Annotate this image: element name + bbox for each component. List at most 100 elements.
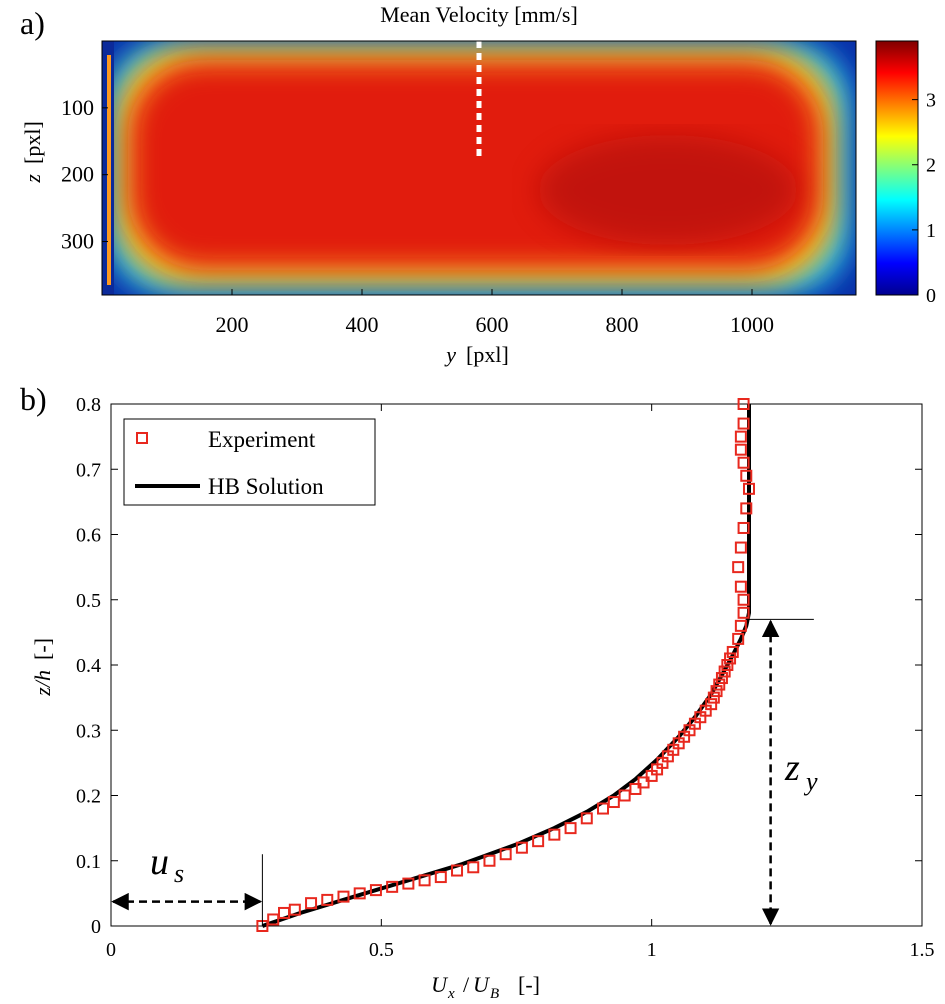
experiment-point-9 xyxy=(386,880,399,893)
experiment-point-43 xyxy=(718,665,731,678)
legend: Experiment HB Solution xyxy=(123,418,376,506)
experiment-point-6 xyxy=(337,890,350,903)
experiment-point-47 xyxy=(732,632,745,645)
prof-ytick-label-0: 0 xyxy=(91,916,101,938)
profile-annotations: u s z y xyxy=(111,618,818,926)
experiment-point-46 xyxy=(726,645,739,658)
heat-xtick-label-3: 800 xyxy=(606,312,639,337)
experiment-point-53 xyxy=(734,541,747,554)
experiment-point-51 xyxy=(734,580,747,593)
legend-box xyxy=(123,418,376,506)
experiment-point-45 xyxy=(724,652,737,665)
prof-xtick-label-2: 1 xyxy=(647,939,657,961)
experiment-point-48 xyxy=(734,619,747,632)
experiment-point-41 xyxy=(713,678,726,691)
experiment-series xyxy=(256,398,755,932)
colorbar-tick-label-3: 3 xyxy=(926,90,936,112)
heat-ytick-label-0: 100 xyxy=(61,95,94,120)
experiment-point-26 xyxy=(637,776,650,789)
profile-axes: 0 0.5 1 1.5 0 0.1 0.2 0.3 0.4 0.5 0.6 0.7 0.8 xyxy=(76,394,935,961)
experiment-point-3 xyxy=(288,903,301,916)
panel-b-label: b) xyxy=(20,381,47,417)
colorbar-ticks: 0 1 2 3 xyxy=(912,90,936,307)
prof-ytick-label-4: 0.4 xyxy=(76,655,101,677)
us-label-sub: s xyxy=(174,859,184,888)
experiment-point-10 xyxy=(402,877,415,890)
experiment-point-15 xyxy=(483,854,496,867)
panel-a-title: Mean Velocity [mm/s] xyxy=(380,2,578,27)
heatmap-left-artifact xyxy=(107,55,111,285)
profile-xlabel-num: U xyxy=(431,972,449,997)
us-label: u xyxy=(150,841,169,883)
profile-xlabel: U x / U B [-] xyxy=(431,972,540,1002)
profile-xlabel-den: U xyxy=(473,972,491,997)
experiment-point-60 xyxy=(734,430,747,443)
prof-xtick-label-3: 1.5 xyxy=(910,939,935,961)
profile-xlabel-den-sub: B xyxy=(490,986,499,1002)
experiment-point-25 xyxy=(629,782,642,795)
profile-xlabel-slash: / xyxy=(463,972,470,997)
experiment-point-58 xyxy=(737,456,750,469)
prof-ytick-label-1: 0.1 xyxy=(76,851,101,873)
experiment-point-62 xyxy=(737,398,750,410)
colorbar-tick-label-1: 1 xyxy=(926,220,936,242)
profile-xlabel-num-sub: x xyxy=(447,986,455,1002)
prof-ytick-label-3: 0.3 xyxy=(76,720,101,742)
experiment-point-56 xyxy=(742,482,755,495)
experiment-point-61 xyxy=(737,417,750,430)
experiment-point-7 xyxy=(353,887,366,900)
heatmap-ylabel-unit: [pxl] xyxy=(20,121,45,164)
heat-xtick-label-0: 200 xyxy=(216,312,249,337)
profile-xlabel-unit: [-] xyxy=(518,972,540,997)
experiment-point-19 xyxy=(548,828,561,841)
heatmap-ylabel: z [pxl] xyxy=(20,121,45,183)
experiment-point-44 xyxy=(721,659,734,671)
prof-ytick-label-2: 0.2 xyxy=(76,786,101,808)
profile-ylabel-unit: [-] xyxy=(30,638,55,660)
heatmap-xlabel-unit: [pxl] xyxy=(466,342,509,367)
prof-ytick-label-8: 0.8 xyxy=(76,394,101,416)
heatmap-maximum xyxy=(538,135,798,245)
experiment-point-40 xyxy=(710,685,723,698)
heat-ytick-label-1: 200 xyxy=(61,162,94,187)
panel-a-label: a) xyxy=(20,5,45,41)
heatmap-frame xyxy=(101,40,857,296)
experiment-point-23 xyxy=(607,796,620,809)
legend-experiment-label: Experiment xyxy=(208,427,316,452)
heat-xtick-label-2: 600 xyxy=(476,312,509,337)
experiment-point-49 xyxy=(737,606,750,619)
profile-ylabel: z/h [-] xyxy=(30,638,55,697)
experiment-point-24 xyxy=(618,789,631,802)
heat-xtick-label-4: 1000 xyxy=(730,312,774,337)
experiment-point-18 xyxy=(532,835,545,848)
prof-ytick-label-6: 0.6 xyxy=(76,525,101,547)
colorbar-tick-label-2: 2 xyxy=(926,155,936,177)
experiment-point-42 xyxy=(715,672,728,685)
heatmap-ylabel-var: z xyxy=(20,174,45,184)
experiment-point-54 xyxy=(737,521,750,534)
experiment-point-55 xyxy=(740,502,753,515)
heatmap-axes: 200 400 600 800 1000 100 200 300 xyxy=(61,95,774,337)
profile-ylabel-var: z/h xyxy=(30,670,55,697)
prof-ytick-label-7: 0.7 xyxy=(76,459,101,481)
legend-experiment-marker xyxy=(136,432,148,444)
experiment-point-21 xyxy=(580,812,593,825)
experiment-point-14 xyxy=(467,861,480,874)
experiment-point-39 xyxy=(707,691,720,704)
experiment-point-20 xyxy=(564,822,577,835)
experiment-point-17 xyxy=(515,841,528,854)
experiment-point-59 xyxy=(734,443,747,456)
experiment-point-22 xyxy=(597,802,610,815)
experiment-point-50 xyxy=(737,593,750,606)
experiment-point-11 xyxy=(418,874,431,887)
colorbar-tick-label-0: 0 xyxy=(926,285,936,307)
experiment-point-38 xyxy=(705,698,718,711)
colorbar xyxy=(875,40,919,296)
experiment-point-16 xyxy=(499,848,512,861)
experiment-point-8 xyxy=(369,884,382,897)
zy-label: z xyxy=(784,747,800,789)
experiment-point-5 xyxy=(321,893,334,906)
experiment-point-4 xyxy=(305,897,318,910)
prof-ytick-label-5: 0.5 xyxy=(76,590,101,612)
